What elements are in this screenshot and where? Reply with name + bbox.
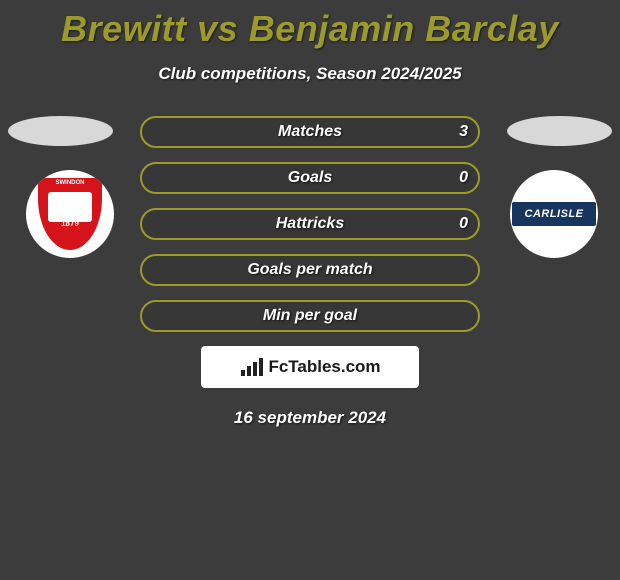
season-subtitle: Club competitions, Season 2024/2025 bbox=[0, 64, 620, 84]
footer-attribution: FcTables.com bbox=[201, 346, 419, 388]
swindon-badge-icon: SWINDON 1879 bbox=[35, 175, 105, 253]
swindon-top-text: SWINDON bbox=[38, 180, 102, 186]
player-photo-left bbox=[8, 116, 113, 146]
stat-value-right: 3 bbox=[459, 123, 468, 141]
stat-row: Min per goal bbox=[140, 300, 480, 332]
stat-label: Goals per match bbox=[247, 261, 372, 279]
stat-label: Matches bbox=[278, 123, 342, 141]
stat-label: Hattricks bbox=[276, 215, 344, 233]
content-area: SWINDON 1879 CARLISLE Matches3Goals0Hatt… bbox=[0, 116, 620, 332]
carlisle-text: CARLISLE bbox=[525, 208, 584, 220]
stat-label: Min per goal bbox=[263, 307, 357, 325]
footer-site-name: FcTables.com bbox=[268, 357, 380, 377]
date-label: 16 september 2024 bbox=[0, 408, 620, 428]
stat-row: Matches 3 bbox=[140, 116, 480, 148]
stat-value-right: 0 bbox=[459, 169, 468, 187]
comparison-title: Brewitt vs Benjamin Barclay bbox=[0, 0, 620, 50]
stat-row: Goals 0 bbox=[140, 162, 480, 194]
stat-value-right: 0 bbox=[459, 215, 468, 233]
carlisle-badge-icon: CARLISLE bbox=[512, 202, 596, 226]
stat-row: Goals per match bbox=[140, 254, 480, 286]
club-badge-left: SWINDON 1879 bbox=[26, 170, 114, 258]
stat-row: Hattricks 0 bbox=[140, 208, 480, 240]
player-photo-right bbox=[507, 116, 612, 146]
swindon-year: 1879 bbox=[38, 219, 102, 228]
stat-label: Goals bbox=[288, 169, 332, 187]
club-badge-right: CARLISLE bbox=[510, 170, 598, 258]
stats-list: Matches 3 Goals 0 Hattricks 0 Goals per match M… bbox=[140, 116, 480, 332]
chart-icon bbox=[239, 356, 265, 378]
